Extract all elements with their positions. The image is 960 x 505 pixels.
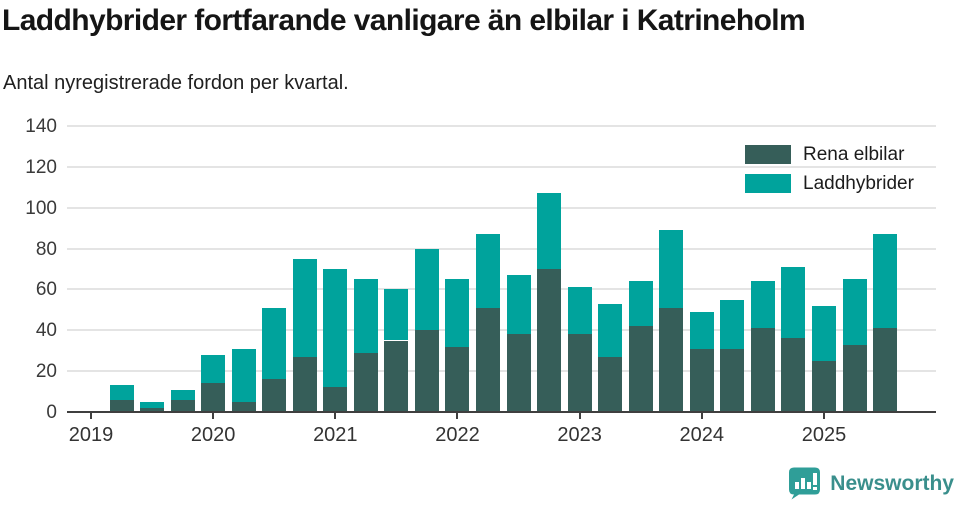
legend-item: Laddhybrider [745, 169, 914, 198]
bar-segment-electric [292, 356, 317, 412]
x-axis-line [67, 411, 936, 413]
bar-segment-electric [476, 307, 501, 412]
bar-segment-hybrid [598, 303, 623, 357]
bar-segment-hybrid [659, 230, 684, 308]
bar-segment-electric [445, 346, 470, 412]
y-axis-tick-label: 20 [35, 361, 57, 383]
newsworthy-logo-icon [789, 467, 821, 500]
bar-segment-hybrid [384, 289, 409, 341]
gridline [67, 165, 936, 168]
gridline [67, 329, 936, 332]
x-axis-year-label: 2022 [435, 424, 480, 446]
x-axis-tickmark [212, 413, 215, 419]
y-axis-tick-label: 40 [35, 320, 57, 342]
bar-segment-electric [353, 352, 378, 412]
bar-segment-hybrid [506, 275, 531, 335]
y-axis-tick-label: 0 [46, 402, 57, 423]
y-axis-tick-label: 100 [25, 197, 57, 219]
brand-wordmark: Newsworthy [830, 471, 954, 495]
x-axis-year-label: 2019 [68, 424, 114, 446]
legend-swatch [745, 145, 791, 164]
legend: Rena elbilar Laddhybrider [745, 140, 914, 198]
bar-segment-hybrid [811, 305, 836, 361]
bar-segment-electric [659, 307, 684, 412]
bar-segment-hybrid [567, 287, 592, 335]
bar-segment-electric [170, 399, 195, 412]
bar-segment-electric [811, 360, 836, 412]
bar-segment-hybrid [414, 248, 439, 331]
x-axis-tickmark [90, 413, 92, 419]
bar-segment-electric [506, 334, 531, 412]
bar-segment-electric [140, 407, 165, 412]
bar-segment-hybrid [201, 354, 226, 384]
legend-label: Rena elbilar [803, 143, 905, 165]
x-axis-tickmark [456, 413, 459, 419]
bar-segment-electric [201, 383, 226, 412]
bar-segment-hybrid [750, 281, 775, 329]
bar-segment-hybrid [231, 348, 256, 402]
x-axis-tickmark [700, 413, 703, 419]
legend-item: Rena elbilar [745, 140, 914, 169]
chart-title: Laddhybrider fortfarande vanligare än el… [2, 4, 806, 37]
y-axis-tick-label: 60 [35, 279, 57, 301]
x-axis-year-label: 2024 [679, 424, 725, 446]
bar-segment-hybrid [628, 281, 653, 327]
bar-segment-hybrid [842, 279, 867, 345]
bar-segment-electric [384, 340, 409, 412]
gridline [67, 370, 936, 373]
bar-segment-electric [842, 344, 867, 412]
bar-segment-hybrid [109, 385, 134, 400]
bar-segment-electric [873, 328, 898, 412]
bar-segment-hybrid [445, 279, 470, 347]
bar-segment-electric [598, 356, 623, 412]
bar-segment-hybrid [262, 307, 287, 380]
bar-segment-electric [323, 387, 348, 412]
x-axis-year-label: 2021 [313, 424, 358, 446]
bar-segment-hybrid [292, 258, 317, 357]
bar-segment-hybrid [720, 299, 745, 349]
y-axis-tick-label: 120 [25, 156, 57, 178]
bar-segment-hybrid [781, 266, 806, 339]
gridline [67, 125, 936, 127]
gridline [67, 247, 936, 250]
bar-segment-hybrid [537, 193, 562, 269]
gridline [67, 288, 936, 291]
y-axis-tick-label: 140 [25, 116, 57, 137]
x-axis-tickmark [822, 413, 825, 419]
bar-segment-hybrid [873, 234, 898, 329]
bar-segment-hybrid [689, 311, 714, 349]
bar-segment-hybrid [323, 269, 348, 388]
bar-segment-electric [262, 379, 287, 412]
x-axis-tickmark [578, 413, 581, 419]
legend-swatch [745, 174, 791, 193]
x-axis-tickmark [334, 413, 337, 419]
chart-subtitle: Antal nyregistrerade fordon per kvartal. [3, 72, 349, 94]
x-axis-year-label: 2023 [557, 424, 602, 446]
x-axis-year-label: 2020 [190, 424, 236, 446]
bar-segment-electric [567, 334, 592, 412]
bar-segment-electric [414, 330, 439, 412]
legend-label: Laddhybrider [803, 172, 914, 194]
bar-segment-electric [781, 338, 806, 412]
bar-segment-hybrid [353, 279, 378, 353]
bar-segment-hybrid [476, 234, 501, 308]
bar-segment-electric [231, 401, 256, 412]
gridline [67, 206, 936, 209]
bar-segment-hybrid [170, 389, 195, 400]
brand-footer: Newsworthy [788, 467, 954, 500]
bar-segment-electric [628, 326, 653, 412]
y-axis-tick-label: 80 [35, 238, 57, 260]
x-axis-year-label: 2025 [801, 424, 847, 446]
bar-segment-electric [750, 328, 775, 412]
bar-segment-electric [109, 399, 134, 412]
bar-segment-hybrid [140, 401, 165, 408]
bar-segment-electric [537, 269, 562, 412]
bar-segment-electric [720, 348, 745, 412]
bar-segment-electric [689, 348, 714, 412]
